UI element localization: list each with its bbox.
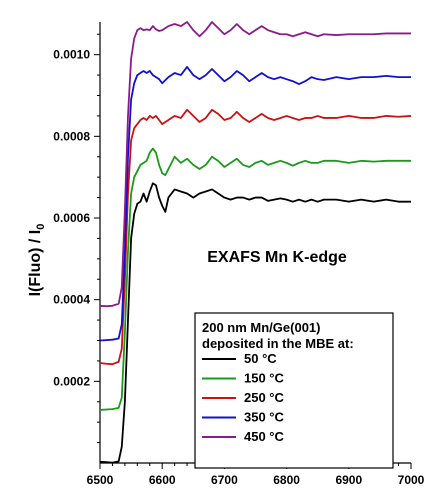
- legend: 200 nm Mn/Ge(001) deposited in the MBE a…: [194, 312, 394, 469]
- y-tick-label: 0.0008: [53, 129, 90, 143]
- x-tick-label: 6500: [87, 473, 114, 487]
- legend-label: 50 °C: [244, 351, 277, 366]
- legend-label: 450 °C: [244, 429, 285, 444]
- legend-box: [194, 312, 394, 469]
- series-line-1: [99, 182, 411, 464]
- legend-label: 150 °C: [244, 371, 285, 386]
- y-tick-label: 0.0010: [53, 48, 90, 62]
- axes: 6500 6600 6700 6800 6900 7000 0.0002 0.0004 0.00…: [53, 22, 425, 487]
- chart-annotation: EXAFS Mn K-edge: [207, 249, 347, 266]
- x-tick-label: 6700: [211, 473, 238, 487]
- series-line-2: [99, 147, 411, 411]
- x-tick-label: 6800: [273, 473, 300, 487]
- series-line-4: [99, 66, 411, 342]
- series-line-5: [99, 21, 411, 308]
- x-tick-label: 6600: [149, 473, 176, 487]
- legend-title-line1: 200 nm Mn/Ge(001): [202, 320, 321, 335]
- x-tick-label: 6900: [335, 473, 362, 487]
- y-axis-label: I(Fluo) / I0: [27, 224, 47, 297]
- y-axis-label-main: I(Fluo) / I: [27, 230, 44, 297]
- x-tick-label: 7000: [398, 473, 425, 487]
- y-tick-label: 0.0006: [53, 211, 90, 225]
- y-tick-label: 0.0002: [53, 374, 90, 388]
- series-lines: [99, 21, 412, 464]
- y-axis-label-subscript: 0: [35, 224, 47, 230]
- legend-title-line2: deposited in the MBE at:: [202, 336, 354, 351]
- legend-entries: 50 °C 150 °C 250 °C 350 °C 450 °C: [202, 351, 285, 444]
- series-line-3: [99, 108, 412, 366]
- legend-label: 250 °C: [244, 390, 285, 405]
- legend-label: 350 °C: [244, 410, 285, 425]
- y-tick-label: 0.0004: [53, 293, 90, 307]
